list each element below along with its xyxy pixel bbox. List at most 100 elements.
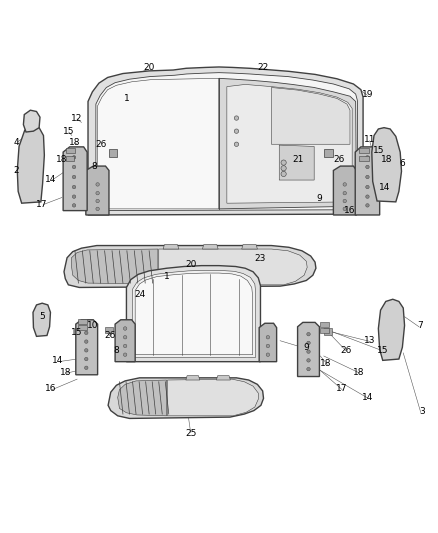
Polygon shape (297, 322, 319, 376)
Text: 4: 4 (13, 138, 19, 147)
Text: 26: 26 (104, 331, 116, 340)
Text: 7: 7 (417, 321, 423, 330)
Text: 18: 18 (56, 155, 67, 164)
Circle shape (266, 335, 270, 339)
Polygon shape (346, 197, 357, 212)
Polygon shape (333, 166, 357, 215)
Circle shape (234, 142, 239, 147)
Polygon shape (372, 128, 402, 202)
Polygon shape (259, 323, 277, 362)
Circle shape (281, 171, 286, 176)
Circle shape (234, 129, 239, 133)
Text: 8: 8 (92, 161, 97, 171)
Circle shape (366, 195, 369, 198)
Text: 11: 11 (364, 135, 375, 144)
Polygon shape (227, 84, 352, 203)
Circle shape (343, 199, 346, 203)
Circle shape (96, 199, 99, 203)
Polygon shape (186, 376, 200, 380)
Text: 26: 26 (95, 140, 107, 149)
Polygon shape (135, 273, 253, 354)
Text: 14: 14 (362, 393, 373, 402)
Text: 14: 14 (45, 175, 57, 184)
Circle shape (96, 207, 99, 211)
Text: 6: 6 (399, 159, 405, 168)
Text: 18: 18 (69, 138, 81, 147)
Text: 25: 25 (185, 429, 196, 438)
Circle shape (72, 195, 76, 198)
Text: 15: 15 (71, 328, 83, 337)
Polygon shape (378, 299, 405, 360)
Text: 18: 18 (381, 155, 393, 164)
FancyBboxPatch shape (324, 149, 333, 157)
Circle shape (124, 353, 127, 357)
Polygon shape (272, 87, 350, 144)
Circle shape (366, 175, 369, 179)
FancyBboxPatch shape (320, 328, 328, 333)
Circle shape (72, 156, 76, 159)
Text: 17: 17 (336, 384, 347, 393)
Circle shape (85, 340, 88, 343)
Polygon shape (159, 249, 307, 285)
Text: 21: 21 (292, 155, 303, 164)
Polygon shape (96, 72, 357, 211)
Circle shape (307, 341, 310, 345)
Circle shape (343, 183, 346, 186)
Text: 23: 23 (255, 254, 266, 263)
FancyBboxPatch shape (320, 322, 328, 327)
FancyBboxPatch shape (109, 149, 117, 157)
Text: 10: 10 (87, 321, 98, 330)
Circle shape (72, 204, 76, 207)
Polygon shape (202, 245, 218, 249)
Text: 1: 1 (164, 272, 170, 280)
Text: 26: 26 (340, 346, 351, 355)
Polygon shape (23, 110, 40, 132)
Text: 16: 16 (344, 206, 356, 215)
FancyBboxPatch shape (78, 319, 87, 324)
Polygon shape (71, 249, 158, 284)
Polygon shape (216, 376, 230, 380)
Circle shape (85, 349, 88, 352)
Circle shape (281, 160, 286, 165)
Text: 18: 18 (320, 359, 332, 368)
Circle shape (343, 207, 346, 211)
FancyBboxPatch shape (66, 156, 74, 161)
Circle shape (366, 204, 369, 207)
Circle shape (366, 156, 369, 159)
Polygon shape (115, 320, 135, 362)
Circle shape (85, 366, 88, 369)
Text: 15: 15 (63, 127, 74, 136)
Polygon shape (63, 147, 87, 211)
Circle shape (343, 191, 346, 195)
Circle shape (307, 350, 310, 353)
Circle shape (85, 331, 88, 335)
Text: 15: 15 (373, 146, 384, 155)
Text: 18: 18 (353, 368, 364, 377)
Text: 17: 17 (36, 199, 48, 208)
Polygon shape (86, 166, 109, 215)
Polygon shape (76, 320, 98, 375)
Circle shape (124, 327, 127, 330)
Polygon shape (96, 197, 106, 212)
Circle shape (124, 335, 127, 339)
Circle shape (281, 166, 286, 171)
Polygon shape (242, 245, 258, 249)
Text: 18: 18 (60, 368, 72, 377)
Text: 3: 3 (419, 407, 425, 416)
Polygon shape (219, 78, 357, 209)
Polygon shape (355, 147, 380, 215)
Text: 15: 15 (377, 346, 389, 355)
Circle shape (234, 116, 239, 120)
FancyBboxPatch shape (324, 328, 332, 335)
Text: 5: 5 (39, 312, 45, 321)
Text: 14: 14 (379, 182, 391, 191)
Text: 20: 20 (144, 63, 155, 72)
Text: 16: 16 (45, 384, 57, 393)
Circle shape (307, 359, 310, 362)
FancyBboxPatch shape (359, 156, 369, 161)
Circle shape (124, 344, 127, 348)
Circle shape (266, 344, 270, 348)
FancyBboxPatch shape (105, 327, 113, 333)
Circle shape (366, 165, 369, 169)
FancyBboxPatch shape (66, 148, 75, 154)
